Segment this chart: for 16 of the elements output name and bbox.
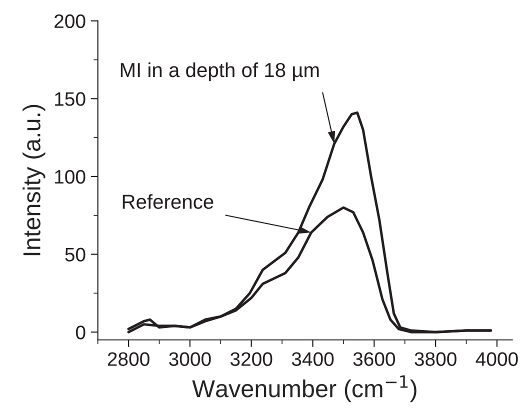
x-tick-label: 3400 (292, 352, 334, 366)
x-tick-label: 3800 (414, 352, 456, 366)
x-tick-label: 3000 (169, 352, 211, 366)
x-axis-title: Wavenumber (cm$^{−1}$) (192, 375, 416, 402)
y-axis-title: Intensity (a.u.) (22, 104, 46, 256)
y-tick-label: 0 (76, 326, 86, 340)
x-tick-label: 3600 (353, 352, 396, 366)
y-tick-label: 50 (65, 248, 86, 262)
x-tick-label: 2800 (108, 352, 150, 366)
x-tick-label: 4000 (476, 352, 518, 366)
x-tick-label: 3200 (230, 352, 272, 366)
y-tick-label: 100 (55, 170, 86, 184)
annotation: Reference (122, 194, 214, 209)
y-tick-label: 200 (54, 14, 86, 28)
y-tick-label: 150 (55, 92, 86, 106)
annotation: MI in a depth of 18 µm (120, 62, 319, 82)
